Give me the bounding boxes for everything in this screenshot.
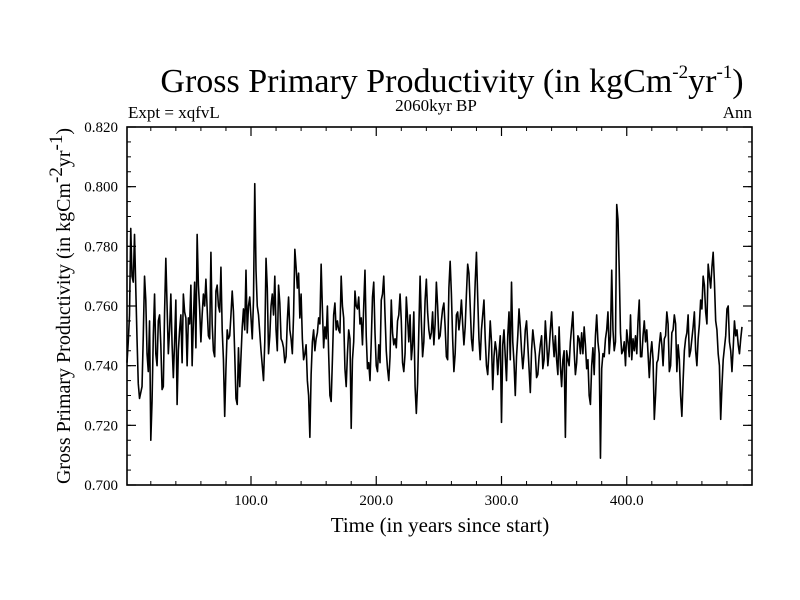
series-layer <box>126 182 743 459</box>
chart-title: Gross Primary Productivity (in kgCm-2yr-… <box>160 62 743 100</box>
x-tick-label: 100.0 <box>234 493 268 509</box>
x-tick-label: 300.0 <box>485 493 519 509</box>
period-label: Ann <box>723 103 753 122</box>
gpp-series-line <box>126 182 743 459</box>
y-axis-label: Gross Primary Productivity (in kgCm-2yr-… <box>46 128 75 484</box>
y-tick-label: 0.740 <box>84 359 118 375</box>
y-tick-label: 0.780 <box>84 239 118 255</box>
x-axis: 100.0 200.0 300.0 400.0 <box>150 127 728 509</box>
y-tick-label: 0.700 <box>84 478 118 494</box>
chart-subtitle: 2060kyr BP <box>395 96 477 115</box>
experiment-label: Expt = xqfvL <box>128 103 220 122</box>
x-tick-label: 400.0 <box>610 493 644 509</box>
y-tick-label: 0.800 <box>84 180 118 196</box>
x-axis-label: Time (in years since start) <box>331 513 550 537</box>
plot-frame <box>126 126 753 486</box>
y-tick-label: 0.820 <box>84 120 118 136</box>
y-tick-label: 0.720 <box>84 418 118 434</box>
y-tick-label: 0.760 <box>84 299 118 315</box>
x-tick-label: 200.0 <box>359 493 393 509</box>
